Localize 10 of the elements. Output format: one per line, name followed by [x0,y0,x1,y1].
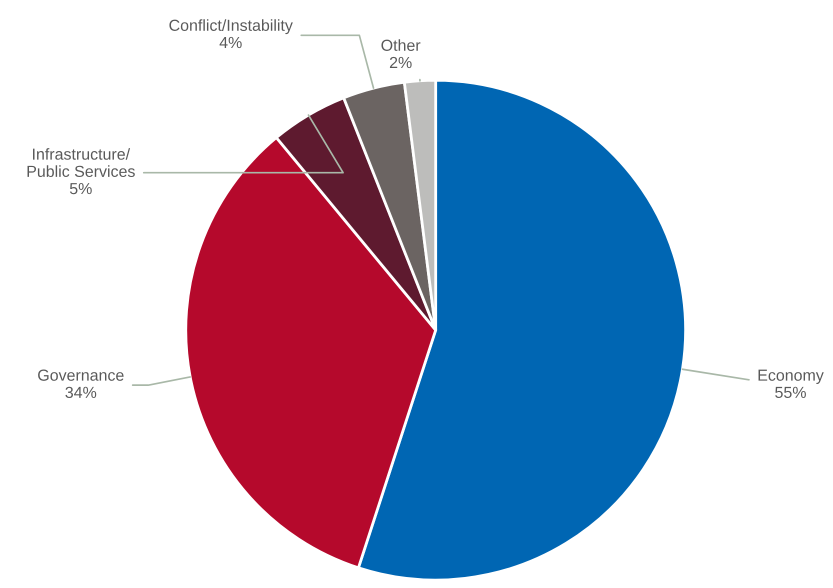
slice-label: Conflict/Instability [169,19,293,34]
data-label: 34% [65,386,96,398]
data-label: 4% [220,36,242,48]
data-label: 55% [775,386,806,398]
slice-label: Infrastructure/ Public Services [28,148,135,178]
data-label: 2% [390,56,412,68]
slice-label: Other [381,39,420,51]
slice-label: Economy [758,370,824,384]
slice-label: Governance [38,370,124,381]
data-label: 5% [70,182,92,194]
